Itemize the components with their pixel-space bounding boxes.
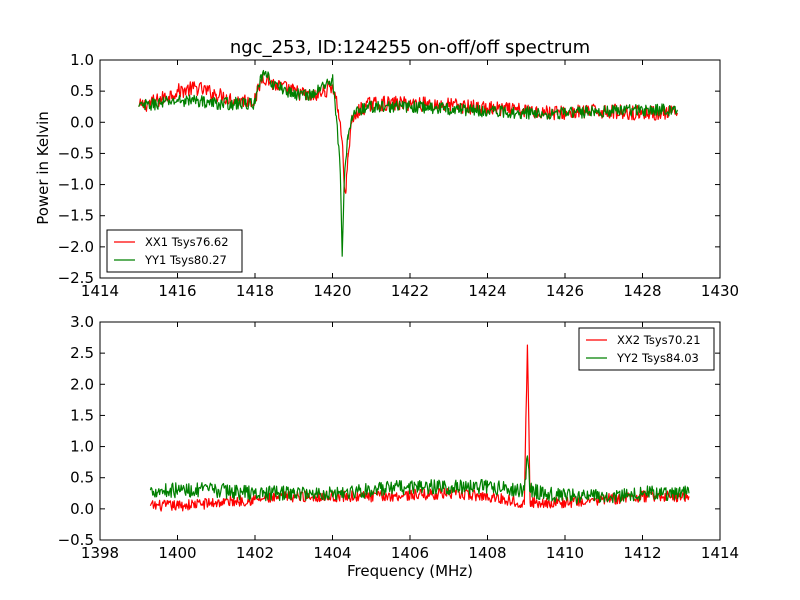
top-x-tick-label: 1420 [313,282,351,300]
top-legend-label-2: YY1 Tsys80.27 [144,253,227,267]
top-x-tick-label: 1428 [623,282,661,300]
series-line-bottom-2 [149,455,690,505]
bottom-y-tick-label: 1.0 [70,438,94,456]
bottom-x-tick-label: 1408 [468,544,506,562]
top-x-tick-label: 1422 [391,282,429,300]
top-y-tick-label: 0.0 [70,113,94,131]
top-y-tick-label: −2.5 [58,269,94,287]
top-legend-label-1: XX1 Tsys76.62 [145,235,229,249]
bottom-x-tick-label: 1404 [313,544,351,562]
top-x-tick-label: 1414 [81,282,119,300]
chart-title: ngc_253, ID:124255 on-off/off spectrum [230,37,590,58]
bottom-y-tick-label: −0.5 [58,531,94,549]
bottom-y-tick-label: 0.0 [70,500,94,518]
bottom-x-tick-label: 1402 [236,544,274,562]
bottom-x-tick-label: 1400 [158,544,196,562]
bottom-x-tick-label: 1398 [81,544,119,562]
series-line-top-2 [138,69,678,257]
top-legend-box [106,229,243,273]
top-legend: XX1 Tsys76.62 YY1 Tsys80.27 [106,229,243,273]
x-axis-label: Frequency (MHz) [347,562,473,580]
top-y-tick-label: 1.0 [70,51,94,69]
top-x-tick-label: 1424 [468,282,506,300]
top-x-tick-label: 1426 [546,282,584,300]
bottom-legend-box [578,327,715,371]
top-panel: 1414 1416 1418 1420 1422 1424 1426 1428 1430 1.0 0… [58,51,740,300]
top-y-tick-label: −1.5 [58,207,94,225]
bottom-legend-label-1: XX2 Tsys70.21 [617,333,701,347]
bottom-x-tick-label: 1412 [623,544,661,562]
top-y-tick-label: −2.0 [58,238,94,256]
bottom-y-tick-label: 0.5 [70,469,94,487]
bottom-legend-label-2: YY2 Tsys84.03 [616,351,699,365]
top-y-tick-label: 0.5 [70,82,94,100]
top-x-tick-label: 1418 [236,282,274,300]
bottom-y-tick-label: 2.0 [70,375,94,393]
bottom-y-tick-label: 3.0 [70,313,94,331]
bottom-x-tick-label: 1410 [546,544,584,562]
top-x-tick-label: 1416 [158,282,196,300]
bottom-y-tick-label: 2.5 [70,344,94,362]
bottom-y-tick-label: 1.5 [70,406,94,424]
top-y-tick-label: −0.5 [58,144,94,162]
bottom-legend: XX2 Tsys70.21 YY2 Tsys84.03 [578,327,715,371]
top-y-tick-label: −1.0 [58,176,94,194]
y-axis-label: Power in Kelvin [34,111,52,225]
top-x-tick-label: 1430 [701,282,739,300]
bottom-x-tick-label: 1414 [701,544,739,562]
bottom-panel: 1398 1400 1402 1404 1406 1408 1410 1412 1414 3.0 2… [58,313,740,562]
bottom-x-tick-label: 1406 [391,544,429,562]
